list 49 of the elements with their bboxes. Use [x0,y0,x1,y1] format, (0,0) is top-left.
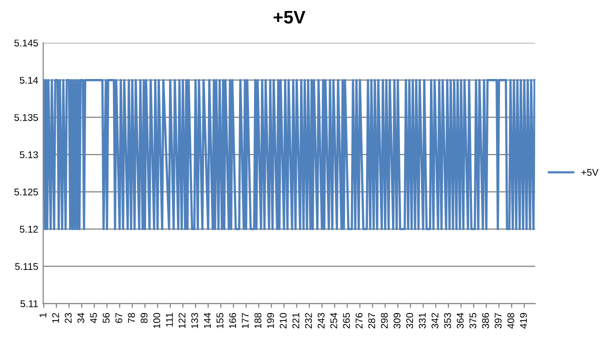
chart-title: +5V [274,11,306,24]
x-tick-label: 342 [431,313,438,328]
x-tick-label: 34 [77,312,84,324]
x-tick-label: 408 [507,313,514,329]
x-tick-label: 89 [140,313,148,323]
x-tick-label: 199 [267,313,274,328]
x-tick-label: 111 [166,313,173,327]
x-tick-label: 133 [191,313,198,328]
x-tick-label: 144 [204,312,211,328]
x-tick-label: 188 [254,313,262,328]
x-tick-label: 210 [280,312,287,328]
x-tick-label: 221 [292,313,300,328]
x-tick-label: 364 [456,312,464,328]
x-tick-label: 12 [52,313,59,323]
y-tick-label: 5.13 [20,151,38,158]
x-tick-label: 232 [305,313,312,328]
x-tick-label: 397 [494,313,502,328]
x-tick-label: 298 [380,313,388,328]
x-tick-label: 67 [115,313,122,323]
x-tick-label: 375 [469,312,476,328]
x-tick-label: 320 [406,312,414,328]
y-tick-label: 5.145 [14,40,38,46]
x-tick-label: 45 [90,312,97,324]
x-tick-label: 243 [318,313,325,328]
x-tick-label: 386 [482,313,489,328]
x-tick-label: 23 [64,313,72,323]
x-tick-label: 155 [216,312,224,328]
x-tick-label: 276 [356,313,363,328]
x-tick-label: 353 [444,313,452,328]
x-tick-label: 100 [153,312,160,328]
x-tick-label: 122 [178,313,186,328]
x-tick-label: 331 [418,313,426,328]
y-tick-label: 5.12 [20,226,38,233]
x-tick-label: 265 [342,312,350,328]
x-tick-label: 309 [394,313,400,328]
y-tick-label: 5.14 [20,76,38,84]
y-tick-label: 5.125 [14,188,38,196]
y-tick-label: 5.115 [15,263,38,270]
y-tick-label: 5.135 [14,114,38,121]
x-tick-label: 56 [102,313,110,324]
x-tick-label: 254 [330,312,338,328]
y-tick-label: 5.11 [20,300,38,308]
x-tick-label: 166 [229,313,236,328]
legend-label: +5V [581,169,598,176]
x-tick-label: 419 [520,313,527,329]
x-tick-label: 177 [242,313,249,328]
x-tick-label: 287 [368,313,376,328]
x-tick-label: 1 [40,313,46,318]
x-tick-label: 78 [128,313,135,323]
